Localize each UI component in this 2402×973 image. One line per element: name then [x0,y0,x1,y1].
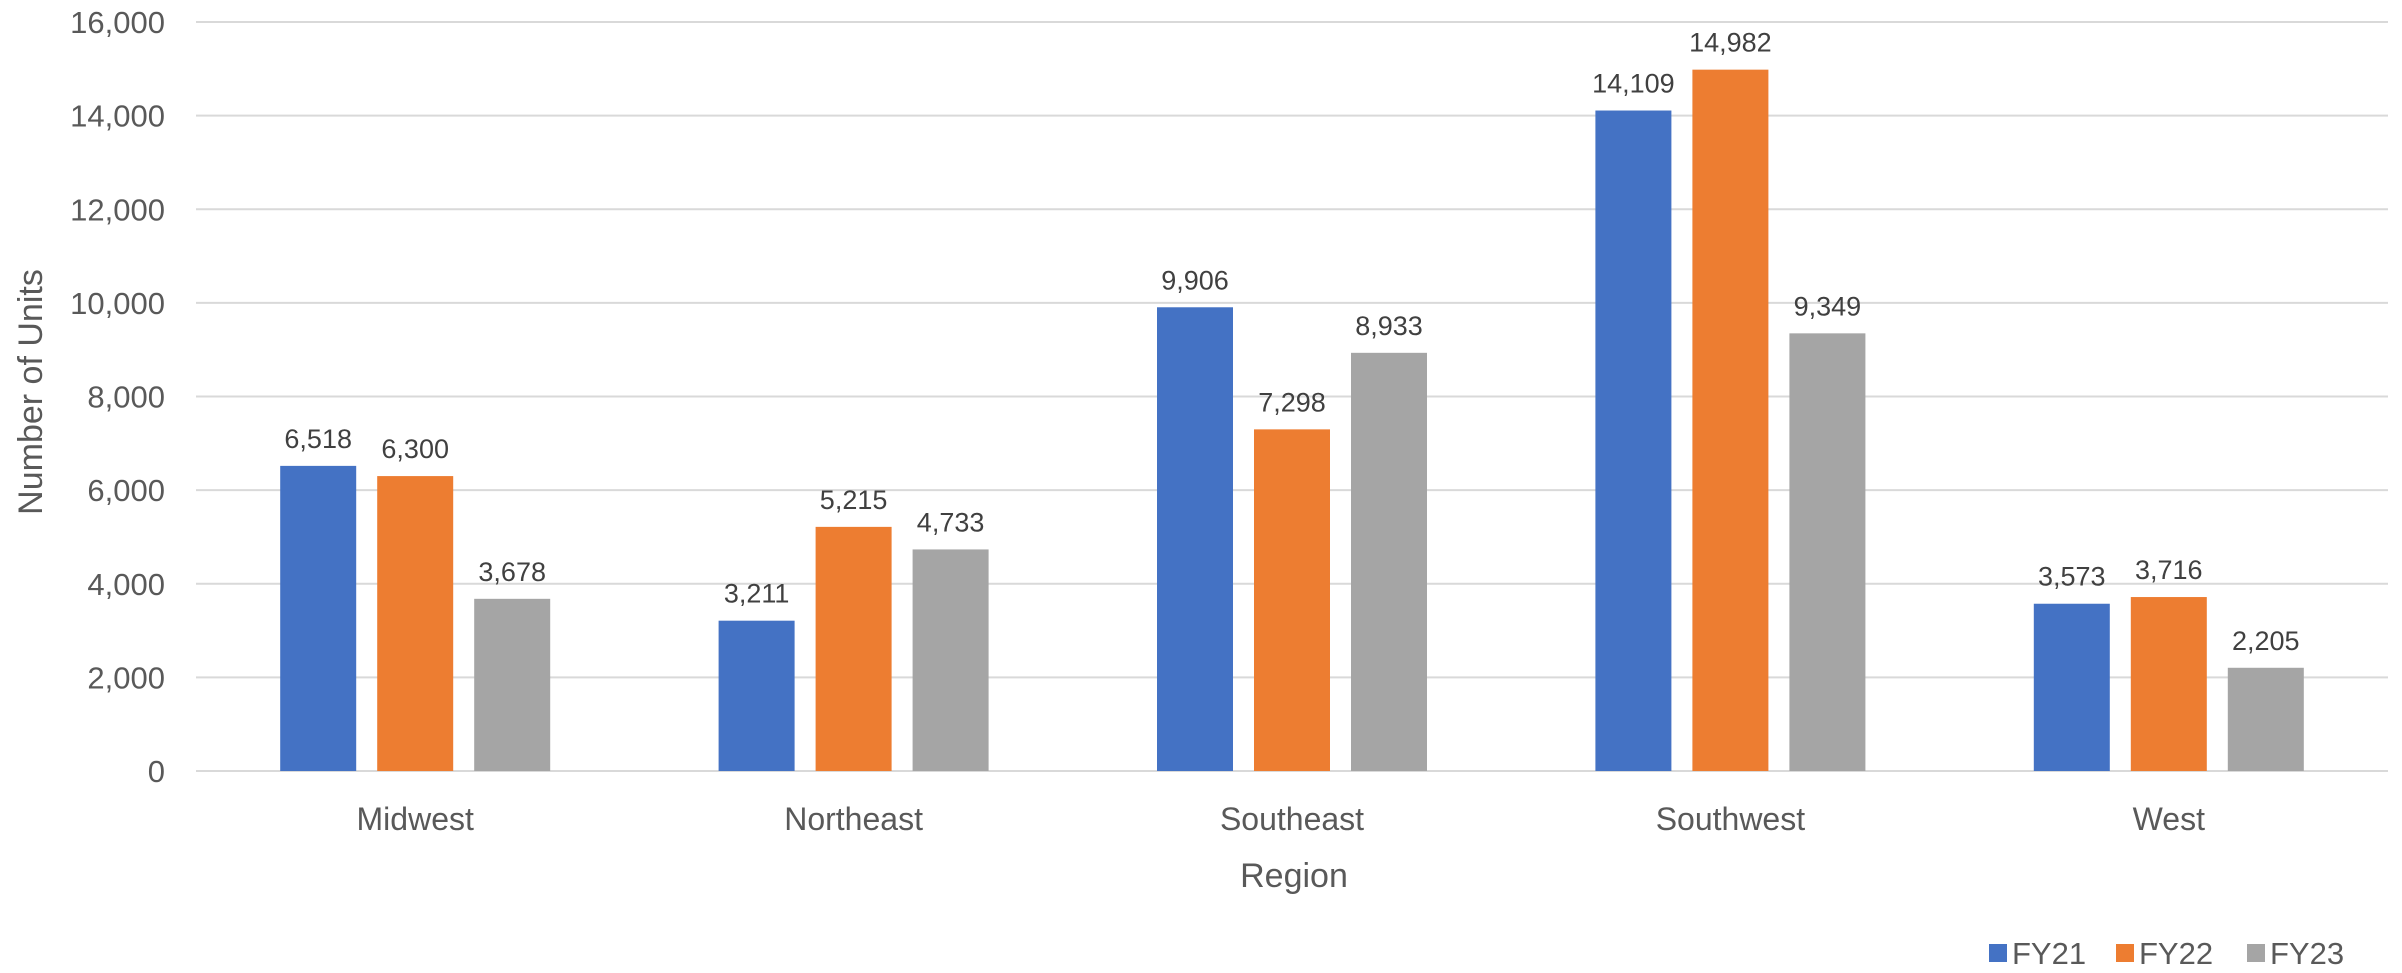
bar-fy23-northeast [912,549,989,771]
bar-fy22-midwest [377,476,454,771]
x-tick-label: Southeast [1220,801,1364,837]
data-labels: 6,518 6,300 3,678 3,211 5,215 4,733 9,906 7,298… [284,28,2299,656]
y-tick-label: 6,000 [87,473,165,508]
y-tick-label: 10,000 [70,286,165,321]
data-label: 3,678 [478,557,546,587]
legend-label-fy21: FY21 [2012,936,2086,968]
data-label: 2,205 [2232,626,2300,656]
bars [280,69,2304,771]
bar-fy21-west [2033,603,2110,771]
x-axis-ticks: Midwest Northeast Southeast Southwest West [357,801,2206,837]
data-label: 14,109 [1592,69,1675,99]
y-tick-label: 0 [148,754,165,789]
bar-fy21-southeast [1157,307,1233,771]
data-label: 6,300 [381,434,449,464]
y-tick-label: 4,000 [87,567,165,602]
legend-swatch-fy22 [2116,944,2134,962]
legend: FY21 FY22 FY23 [1989,936,2344,971]
y-tick-label: 12,000 [70,192,165,227]
data-label: 3,211 [724,579,790,609]
bar-fy21-northeast [718,620,795,771]
bar-fy21-midwest [280,465,357,771]
x-tick-label: West [2133,801,2205,837]
data-label: 5,215 [820,485,888,515]
bar-fy21-southwest [1595,110,1672,771]
y-tick-label: 2,000 [87,660,165,695]
x-tick-label: Northeast [784,801,923,837]
bar-fy22-northeast [815,526,892,771]
data-label: 3,716 [2135,555,2203,585]
bar-fy22-southwest [1692,69,1769,771]
data-label: 8,933 [1355,311,1423,341]
bar-fy22-southeast [1254,429,1330,771]
data-label: 4,733 [917,507,985,537]
bar-fy23-southwest [1789,333,1866,771]
bar-fy22-west [2130,597,2207,771]
bar-fy23-midwest [474,598,551,771]
y-axis-title: Number of Units [12,269,50,515]
data-label: 9,906 [1161,265,1229,295]
data-label: 7,298 [1258,387,1326,417]
legend-swatch-fy23 [2247,944,2265,962]
data-label: 3,573 [2038,562,2106,592]
y-axis-ticks: 0 2,000 4,000 6,000 8,000 10,000 12,000 14,000 1… [70,5,165,789]
y-tick-label: 8,000 [87,380,165,415]
data-label: 14,982 [1689,28,1772,58]
x-axis-title: Region [1240,857,1348,895]
bar-fy23-southeast [1351,352,1427,771]
bar-fy23-west [2227,667,2304,771]
legend-label-fy22: FY22 [2139,936,2213,968]
x-tick-label: Midwest [357,801,474,837]
legend-swatch-fy21 [1989,944,2007,962]
data-label: 9,349 [1794,291,1862,321]
data-label: 6,518 [284,424,352,454]
gridlines [196,21,2388,772]
legend-label-fy23: FY23 [2270,936,2344,968]
y-tick-label: 14,000 [70,99,165,134]
y-tick-label: 16,000 [70,5,165,40]
x-tick-label: Southwest [1656,801,1806,837]
